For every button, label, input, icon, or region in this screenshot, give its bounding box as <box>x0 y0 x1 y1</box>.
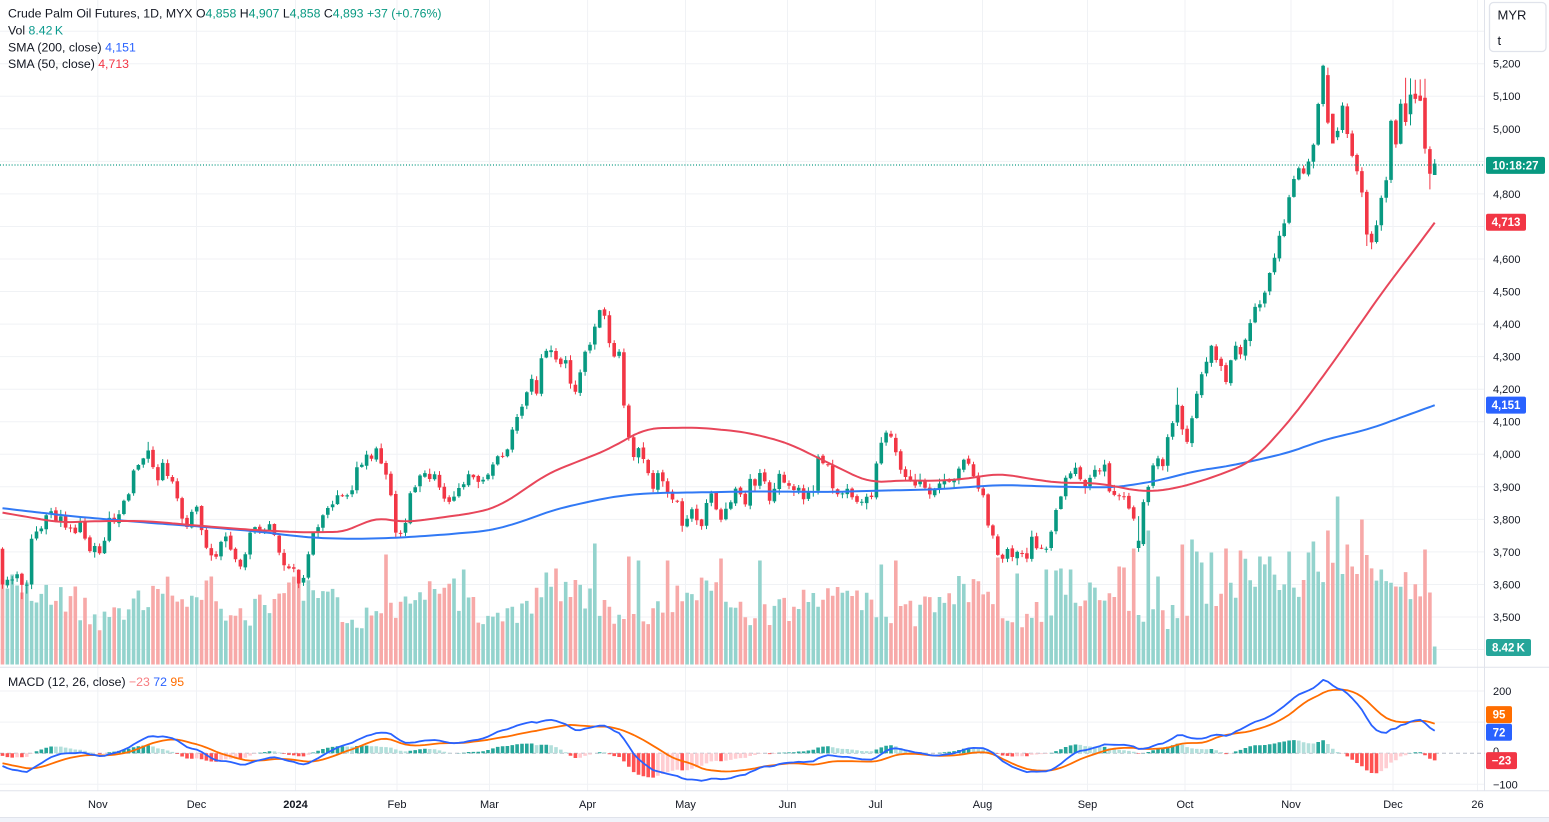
svg-text:3,700: 3,700 <box>1493 547 1521 559</box>
svg-text:−100: −100 <box>1493 779 1518 791</box>
svg-text:Jul: Jul <box>868 799 882 811</box>
svg-text:MACD (12, 26, close) −23 72 95: MACD (12, 26, close) −23 72 95 <box>8 675 184 689</box>
svg-text:Crude Palm Oil Futures, 1D, MY: Crude Palm Oil Futures, 1D, MYX O4,858 H… <box>8 7 441 21</box>
svg-text:4,151: 4,151 <box>1492 400 1521 412</box>
svg-text:Jun: Jun <box>779 799 797 811</box>
svg-text:4,000: 4,000 <box>1493 449 1521 461</box>
svg-text:Dec: Dec <box>1383 799 1403 811</box>
svg-text:Aug: Aug <box>973 799 993 811</box>
svg-text:4,800: 4,800 <box>1493 189 1521 201</box>
svg-text:Sep: Sep <box>1078 799 1098 811</box>
svg-text:200: 200 <box>1493 686 1511 698</box>
svg-text:5,100: 5,100 <box>1493 91 1521 103</box>
svg-text:4,200: 4,200 <box>1493 384 1521 396</box>
svg-text:4,400: 4,400 <box>1493 319 1521 331</box>
svg-text:26: 26 <box>1471 799 1483 811</box>
svg-text:Feb: Feb <box>388 799 407 811</box>
svg-text:2024: 2024 <box>283 799 308 811</box>
svg-text:Apr: Apr <box>579 799 596 811</box>
svg-text:3,800: 3,800 <box>1493 514 1521 526</box>
svg-text:SMA (200, close) 4,151: SMA (200, close) 4,151 <box>8 41 136 55</box>
svg-text:3,500: 3,500 <box>1493 612 1521 624</box>
svg-text:May: May <box>675 799 696 811</box>
svg-text:Mar: Mar <box>480 799 499 811</box>
svg-text:4,100: 4,100 <box>1493 417 1521 429</box>
svg-text:4,600: 4,600 <box>1493 254 1521 266</box>
svg-text:Vol 8.42 K: Vol 8.42 K <box>8 24 64 38</box>
svg-text:3,900: 3,900 <box>1493 482 1521 494</box>
svg-text:5,200: 5,200 <box>1493 59 1521 71</box>
svg-text:Oct: Oct <box>1176 799 1193 811</box>
svg-text:SMA (50, close) 4,713: SMA (50, close) 4,713 <box>8 57 129 71</box>
svg-text:Nov: Nov <box>88 799 108 811</box>
svg-text:3,600: 3,600 <box>1493 579 1521 591</box>
svg-text:−23: −23 <box>1492 756 1512 768</box>
svg-text:4,500: 4,500 <box>1493 287 1521 299</box>
svg-text:10:18:27: 10:18:27 <box>1492 160 1538 172</box>
svg-text:72: 72 <box>1493 727 1506 739</box>
svg-text:5,000: 5,000 <box>1493 124 1521 136</box>
svg-text:4,713: 4,713 <box>1492 217 1521 229</box>
svg-text:MYR: MYR <box>1498 8 1527 23</box>
svg-text:Dec: Dec <box>187 799 207 811</box>
svg-text:Nov: Nov <box>1281 799 1301 811</box>
svg-text:4,300: 4,300 <box>1493 352 1521 364</box>
svg-text:t: t <box>1498 33 1502 48</box>
svg-text:8.42 K: 8.42 K <box>1492 643 1526 655</box>
svg-text:95: 95 <box>1493 710 1506 722</box>
